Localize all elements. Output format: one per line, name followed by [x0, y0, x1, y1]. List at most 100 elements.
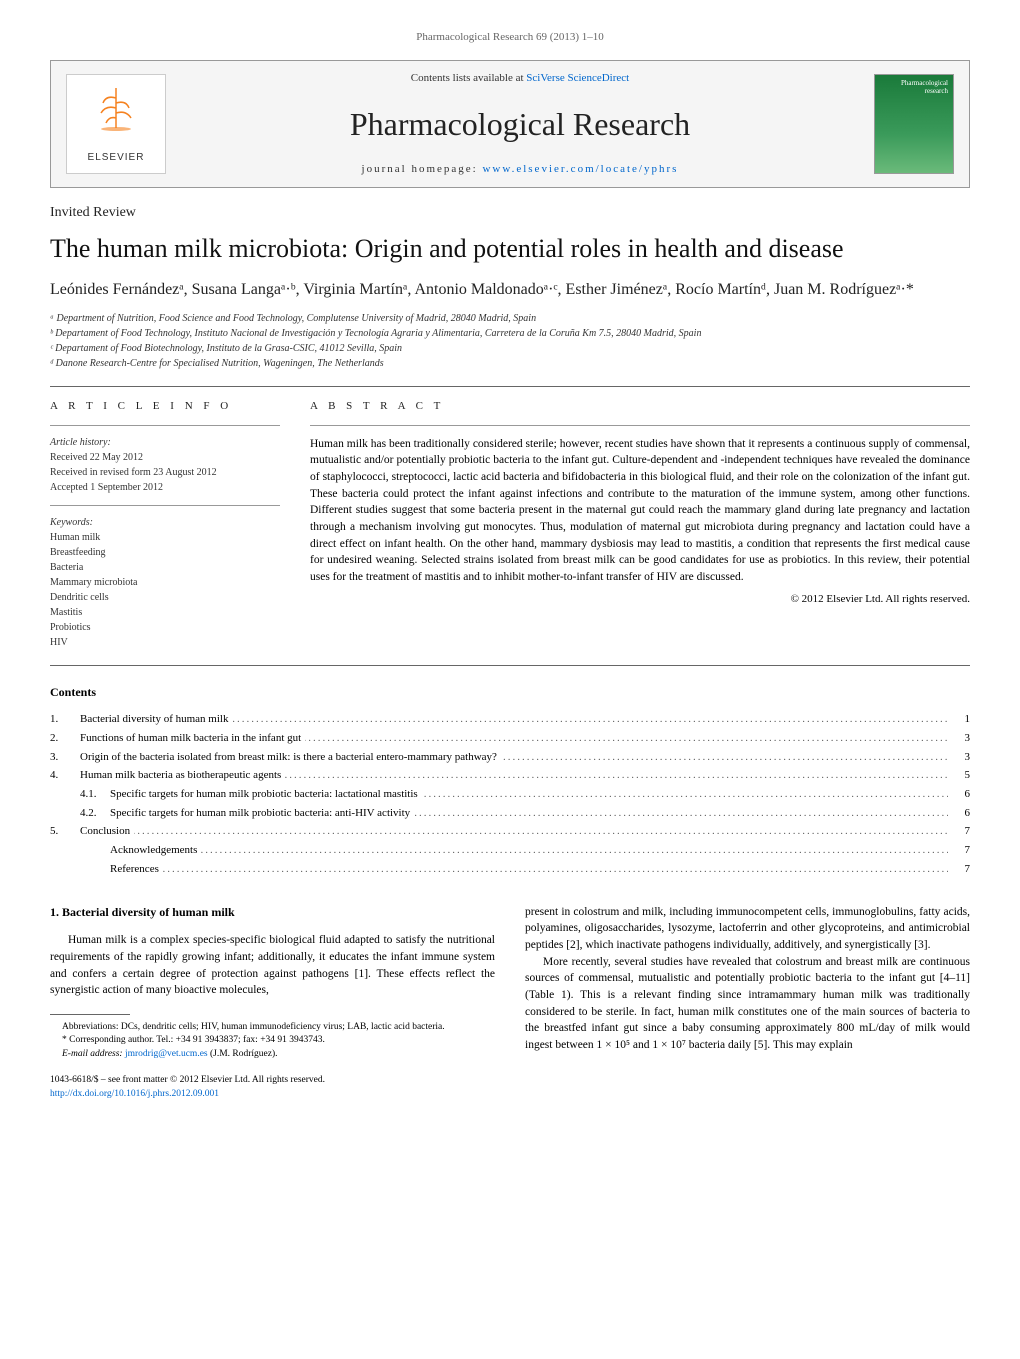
- toc-page: 1: [948, 710, 970, 729]
- history-label: Article history:: [50, 436, 280, 450]
- abstract-text: Human milk has been traditionally consid…: [310, 436, 970, 586]
- journal-cover-thumbnail: Pharmacological research: [874, 74, 954, 174]
- homepage-link[interactable]: www.elsevier.com/locate/yphrs: [482, 163, 678, 175]
- toc-item[interactable]: References 7: [50, 860, 970, 879]
- keywords-label: Keywords:: [50, 516, 280, 530]
- copyright-line: © 2012 Elsevier Ltd. All rights reserved…: [310, 592, 970, 607]
- homepage-line: journal homepage: www.elsevier.com/locat…: [166, 162, 874, 177]
- authors-list: Leónides Fernándezᵃ, Susana Langaᵃ·ᵇ, Vi…: [50, 279, 970, 301]
- table-of-contents: 1.Bacterial diversity of human milk12.Fu…: [50, 710, 970, 878]
- toc-item[interactable]: 4.Human milk bacteria as biotherapeutic …: [50, 766, 970, 785]
- accepted-date: Accepted 1 September 2012: [50, 480, 280, 495]
- revised-date: Received in revised form 23 August 2012: [50, 465, 280, 480]
- toc-page: 7: [948, 841, 970, 860]
- article-type: Invited Review: [50, 203, 970, 223]
- toc-page: 6: [948, 804, 970, 823]
- body-columns: 1. Bacterial diversity of human milk Hum…: [50, 904, 970, 1102]
- toc-number: 3.: [50, 748, 80, 767]
- toc-page: 3: [948, 748, 970, 767]
- toc-title: References: [110, 863, 163, 875]
- affiliation-c: ᶜ Departament of Food Biotechnology, Ins…: [50, 341, 970, 356]
- toc-title: Conclusion: [80, 825, 134, 837]
- divider: [50, 665, 970, 666]
- journal-reference: Pharmacological Research 69 (2013) 1–10: [50, 30, 970, 45]
- toc-title: Specific targets for human milk probioti…: [110, 807, 414, 819]
- sciverse-link[interactable]: SciVerse ScienceDirect: [526, 72, 629, 84]
- abstract-heading: A B S T R A C T: [310, 399, 970, 414]
- affiliations: ᵃ Department of Nutrition, Food Science …: [50, 311, 970, 371]
- article-info-heading: A R T I C L E I N F O: [50, 399, 280, 414]
- toc-item[interactable]: 1.Bacterial diversity of human milk 1: [50, 710, 970, 729]
- doi-link[interactable]: http://dx.doi.org/10.1016/j.phrs.2012.09…: [50, 1087, 495, 1101]
- toc-title: Human milk bacteria as biotherapeutic ag…: [80, 769, 285, 781]
- toc-number: [80, 860, 110, 879]
- right-column: present in colostrum and milk, including…: [525, 904, 970, 1102]
- received-date: Received 22 May 2012: [50, 450, 280, 465]
- corresponding-author-footnote: * Corresponding author. Tel.: +34 91 394…: [50, 1034, 495, 1047]
- footer-info: 1043-6618/$ – see front matter © 2012 El…: [50, 1073, 495, 1102]
- info-abstract-row: A R T I C L E I N F O Article history: R…: [50, 399, 970, 649]
- toc-page: 7: [948, 860, 970, 879]
- toc-title: Specific targets for human milk probioti…: [110, 788, 422, 800]
- body-paragraph: present in colostrum and milk, including…: [525, 904, 970, 954]
- toc-item[interactable]: Acknowledgements 7: [50, 841, 970, 860]
- issn-line: 1043-6618/$ – see front matter © 2012 El…: [50, 1073, 495, 1087]
- toc-item[interactable]: 3.Origin of the bacteria isolated from b…: [50, 748, 970, 767]
- toc-title: Functions of human milk bacteria in the …: [80, 732, 305, 744]
- contents-heading: Contents: [50, 684, 970, 701]
- toc-page: 7: [948, 822, 970, 841]
- toc-page: 3: [948, 729, 970, 748]
- keyword: Breastfeeding: [50, 545, 280, 560]
- elsevier-tree-icon: [91, 83, 141, 148]
- toc-number: [80, 841, 110, 860]
- toc-item[interactable]: 4.2.Specific targets for human milk prob…: [50, 804, 970, 823]
- keyword: Mastitis: [50, 605, 280, 620]
- email-link[interactable]: jmrodrig@vet.ucm.es: [125, 1049, 208, 1059]
- toc-page: 6: [948, 785, 970, 804]
- journal-header: ELSEVIER Contents lists available at Sci…: [50, 60, 970, 188]
- article-title: The human milk microbiota: Origin and po…: [50, 233, 970, 264]
- left-column: 1. Bacterial diversity of human milk Hum…: [50, 904, 495, 1102]
- toc-item[interactable]: 2.Functions of human milk bacteria in th…: [50, 729, 970, 748]
- toc-number: 4.: [50, 766, 80, 785]
- keyword: Mammary microbiota: [50, 575, 280, 590]
- body-paragraph: Human milk is a complex species-specific…: [50, 932, 495, 999]
- toc-number: 4.2.: [80, 804, 110, 823]
- keyword: Human milk: [50, 530, 280, 545]
- email-footnote: E-mail address: jmrodrig@vet.ucm.es (J.M…: [50, 1048, 495, 1061]
- divider: [50, 386, 970, 387]
- keyword: Probiotics: [50, 620, 280, 635]
- keyword: Bacteria: [50, 560, 280, 575]
- email-name: (J.M. Rodríguez).: [210, 1049, 278, 1059]
- cover-title: Pharmacological research: [880, 80, 948, 95]
- article-info-column: A R T I C L E I N F O Article history: R…: [50, 399, 280, 649]
- keyword: Dendritic cells: [50, 590, 280, 605]
- affiliation-b: ᵇ Departament of Food Technology, Instit…: [50, 326, 970, 341]
- header-center: Contents lists available at SciVerse Sci…: [166, 71, 874, 177]
- homepage-prefix: journal homepage:: [362, 163, 478, 175]
- footnote-divider: [50, 1014, 130, 1015]
- toc-number: 2.: [50, 729, 80, 748]
- section-heading: 1. Bacterial diversity of human milk: [50, 904, 495, 921]
- abstract-column: A B S T R A C T Human milk has been trad…: [310, 399, 970, 649]
- toc-item[interactable]: 5.Conclusion 7: [50, 822, 970, 841]
- toc-number: 1.: [50, 710, 80, 729]
- publisher-logo: ELSEVIER: [66, 74, 166, 174]
- affiliation-d: ᵈ Danone Research-Centre for Specialised…: [50, 356, 970, 371]
- toc-title: Acknowledgements: [110, 844, 201, 856]
- journal-title: Pharmacological Research: [166, 102, 874, 147]
- toc-item[interactable]: 4.1.Specific targets for human milk prob…: [50, 785, 970, 804]
- email-label: E-mail address:: [62, 1049, 123, 1059]
- affiliation-a: ᵃ Department of Nutrition, Food Science …: [50, 311, 970, 326]
- toc-title: Origin of the bacteria isolated from bre…: [80, 751, 501, 763]
- contents-text: Contents lists available at: [411, 72, 524, 84]
- toc-number: 4.1.: [80, 785, 110, 804]
- keyword: HIV: [50, 635, 280, 650]
- abbreviations-footnote: Abbreviations: DCs, dendritic cells; HIV…: [50, 1021, 495, 1034]
- publisher-name: ELSEVIER: [88, 151, 145, 165]
- toc-number: 5.: [50, 822, 80, 841]
- body-paragraph: More recently, several studies have reve…: [525, 954, 970, 1054]
- toc-title: Bacterial diversity of human milk: [80, 713, 232, 725]
- contents-available-line: Contents lists available at SciVerse Sci…: [166, 71, 874, 86]
- toc-page: 5: [948, 766, 970, 785]
